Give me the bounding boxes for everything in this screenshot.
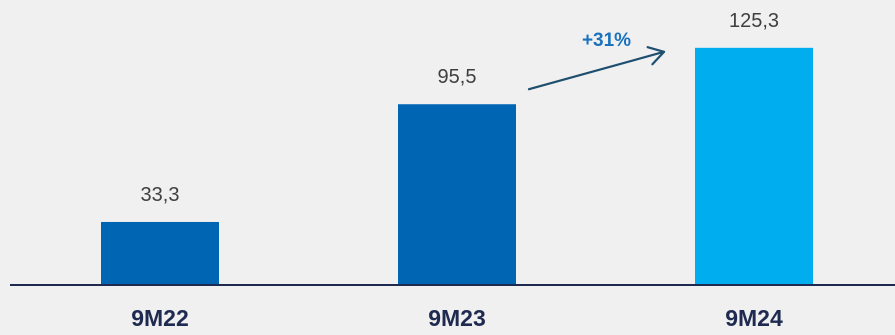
value-label-9m22: 33,3 xyxy=(141,184,180,206)
growth-annotation: +31% xyxy=(527,30,666,91)
value-labels-group: 33,3 95,5 125,3 xyxy=(141,10,780,206)
category-label-9m23: 9M23 xyxy=(428,305,486,331)
bar-9m23 xyxy=(398,104,516,285)
growth-label: +31% xyxy=(582,30,631,51)
category-label-9m22: 9M22 xyxy=(131,305,189,331)
value-label-9m23: 95,5 xyxy=(438,66,477,88)
bar-9m24 xyxy=(695,47,813,286)
bars-group xyxy=(101,47,813,286)
value-label-9m24: 125,3 xyxy=(729,10,779,32)
growth-arrow-shaft xyxy=(527,50,666,91)
bar-9m22 xyxy=(101,221,219,285)
category-labels-group: 9M22 9M23 9M24 xyxy=(131,305,783,331)
category-label-9m24: 9M24 xyxy=(725,305,783,331)
growth-arrow-head xyxy=(646,46,666,66)
